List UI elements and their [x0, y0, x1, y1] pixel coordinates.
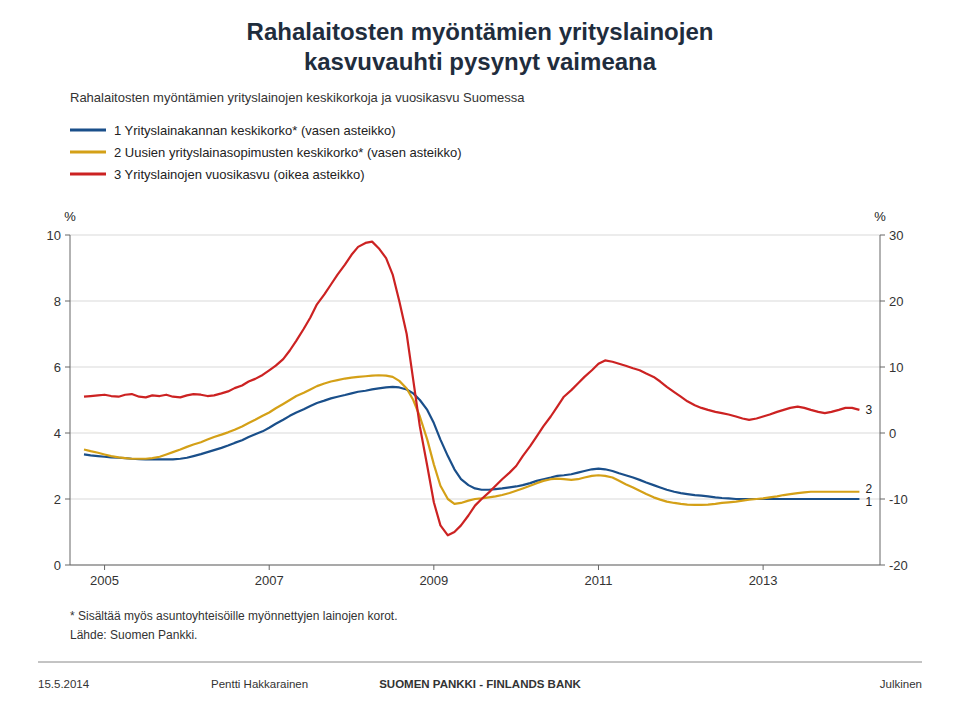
- y2-tick-label: 10: [889, 360, 903, 375]
- footer-text: SUOMEN PANKKI - FINLANDS BANK: [379, 678, 581, 690]
- footer-text: 15.5.2014: [38, 678, 90, 690]
- footer-separator: [38, 662, 922, 663]
- y2-tick-label: -10: [889, 492, 908, 507]
- y2-tick-label: 0: [889, 426, 896, 441]
- grid: [70, 235, 880, 565]
- x-tick: [598, 565, 599, 570]
- y-tick-label: 6: [54, 360, 61, 375]
- x-tick: [104, 565, 105, 570]
- x-tick-label: 2007: [255, 573, 284, 588]
- footnote: Lähde: Suomen Pankki.: [70, 628, 197, 642]
- legend-swatch: [70, 129, 106, 132]
- x-tick-label: 2011: [584, 573, 612, 588]
- grid-line: [70, 235, 880, 236]
- y-tick: [65, 367, 70, 368]
- y-tick-label: 8: [54, 294, 61, 309]
- y2-tick: [880, 433, 885, 434]
- subtitle: Rahalaitosten myöntämien yrityslainojen …: [70, 90, 525, 105]
- y2-tick: [880, 301, 885, 302]
- x-tick: [763, 565, 764, 570]
- title: kasvuvauhti pysynyt vaimeana: [304, 48, 657, 75]
- x-tick-label: 2013: [749, 573, 778, 588]
- y2-tick: [880, 367, 885, 368]
- grid-line: [70, 367, 880, 368]
- y2-tick-label: 20: [889, 294, 903, 309]
- y-axis-line: [70, 235, 71, 565]
- y2-axis-line: [880, 235, 881, 565]
- y-axis-label: %: [64, 209, 76, 224]
- series-lines: [84, 242, 859, 536]
- y-tick-label: 10: [47, 228, 61, 243]
- legend-entry: 1 Yrityslainakannan keskikorko* (vasen a…: [114, 123, 396, 138]
- y2-tick: [880, 565, 885, 566]
- x-tick: [433, 565, 434, 570]
- title: Rahalaitosten myöntämien yrityslainojen: [247, 18, 714, 45]
- footnote: * Sisältää myös asuntoyhteisöille myönne…: [70, 609, 398, 623]
- y-tick-label: 0: [54, 558, 61, 573]
- y-tick: [65, 301, 70, 302]
- end-label: 3: [865, 403, 872, 417]
- y2-tick: [880, 499, 885, 500]
- y-tick-label: 2: [54, 492, 61, 507]
- grid-line: [70, 565, 880, 566]
- y2-tick: [880, 235, 885, 236]
- y2-tick-label: 30: [889, 228, 903, 243]
- legend-entry: 2 Uusien yrityslainasopimusten keskikork…: [114, 145, 462, 160]
- end-label: 2: [865, 482, 872, 496]
- end-label: 1: [865, 495, 872, 509]
- grid-line: [70, 433, 880, 434]
- legend: 1 Yrityslainakannan keskikorko* (vasen a…: [70, 123, 462, 182]
- legend-swatch: [70, 173, 106, 176]
- x-axis-line: [70, 565, 880, 566]
- y-tick-label: 4: [54, 426, 61, 441]
- x-tick-label: 2005: [90, 573, 119, 588]
- annotations: 3 21: [865, 403, 872, 509]
- y-tick: [65, 235, 70, 236]
- y-tick: [65, 433, 70, 434]
- legend-swatch: [70, 151, 106, 154]
- footer-text: Julkinen: [880, 678, 922, 690]
- series-line: [84, 242, 859, 536]
- x-tick-label: 2009: [419, 573, 448, 588]
- axes: 2005 2007 2009 2011 2013 0 2 4 6 8 10 -20 -10 0 10 20 30: [47, 228, 908, 589]
- legend-entry: 3 Yrityslainojen vuosikasvu (oikea astei…: [114, 167, 365, 182]
- y-tick: [65, 499, 70, 500]
- y-tick: [65, 565, 70, 566]
- footer-text: Pentti Hakkarainen: [211, 678, 308, 690]
- y2-tick-label: -20: [889, 558, 908, 573]
- grid-line: [70, 301, 880, 302]
- chart: Rahalaitosten myöntämien yrityslainojen k…: [0, 0, 960, 717]
- y2-axis-label: %: [874, 209, 886, 224]
- x-tick: [269, 565, 270, 570]
